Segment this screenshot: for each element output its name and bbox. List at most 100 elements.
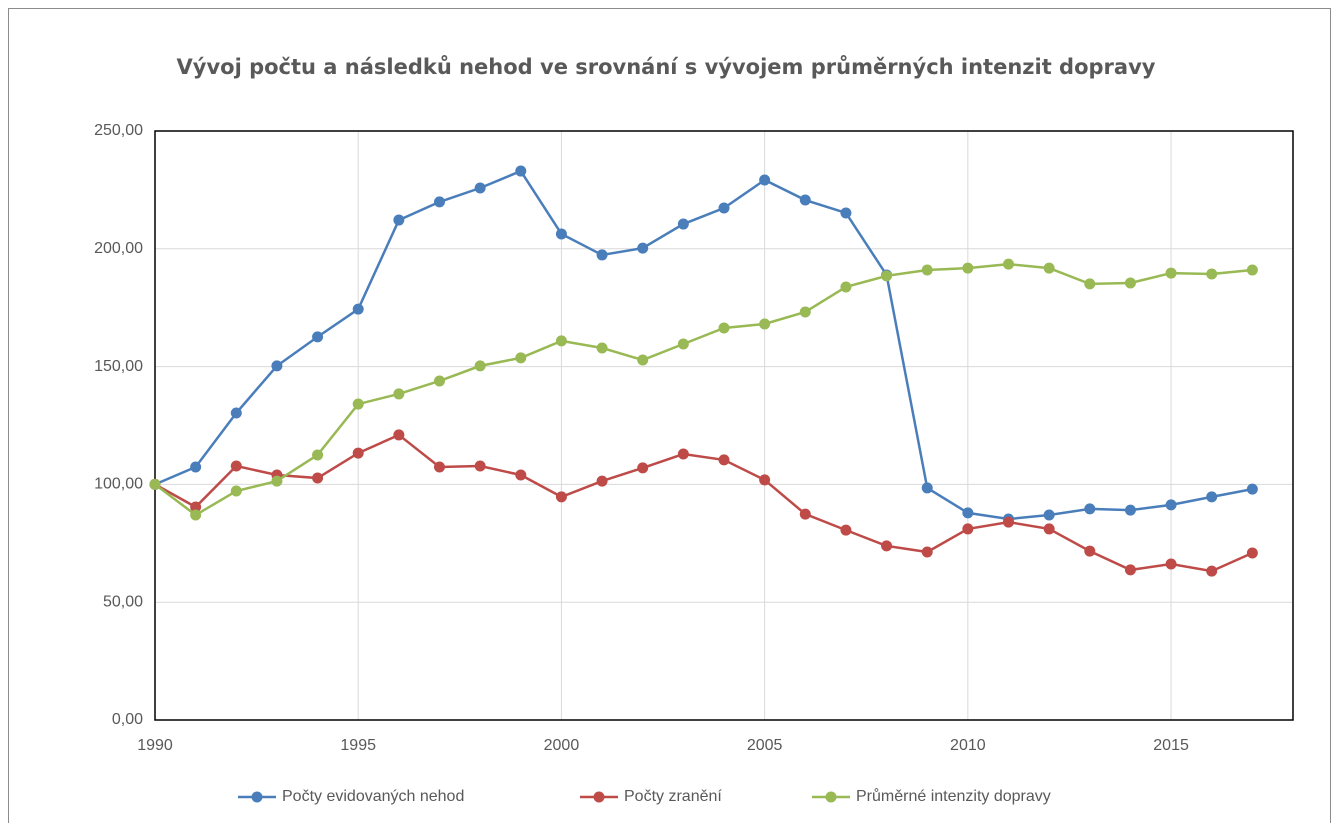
legend-marker [593, 791, 605, 803]
data-point [718, 454, 730, 466]
data-point [393, 388, 405, 400]
data-point [515, 352, 527, 364]
data-point [190, 509, 202, 521]
data-point [799, 306, 811, 318]
series-line [154, 169, 1253, 521]
data-point [230, 460, 242, 472]
data-point [962, 523, 974, 535]
data-point [230, 485, 242, 497]
data-point [1003, 516, 1014, 528]
data-point [799, 194, 811, 206]
data-point [1206, 268, 1218, 280]
data-point [759, 174, 771, 186]
legend-marker [825, 791, 837, 803]
x-tick-label: 2010 [950, 737, 986, 754]
x-tick-label: 1995 [340, 737, 376, 754]
data-point [962, 507, 974, 519]
legend-label: Počty zranění [624, 788, 722, 805]
data-point [1246, 264, 1258, 276]
data-point [596, 342, 608, 354]
data-point [1084, 545, 1096, 557]
chart-title: Vývoj počtu a následků nehod ve srovnání… [177, 55, 1156, 79]
data-point [474, 182, 486, 194]
data-point [1165, 267, 1177, 279]
data-point [1043, 509, 1055, 521]
plot-border [154, 130, 1294, 721]
y-tick-label: 200,00 [94, 240, 143, 257]
data-point [921, 264, 933, 276]
legend-marker [251, 791, 263, 803]
y-tick-label: 150,00 [94, 358, 143, 375]
data-point [881, 540, 893, 552]
data-point [1165, 558, 1177, 570]
data-point [312, 472, 324, 484]
data-point [677, 218, 689, 230]
legend-label: Počty evidovaných nehod [282, 788, 464, 805]
data-point [352, 398, 364, 410]
x-tick-label: 2005 [747, 737, 783, 754]
y-tick-label: 250,00 [94, 122, 143, 139]
data-point [555, 491, 567, 503]
data-point [1124, 277, 1136, 289]
data-point [555, 228, 567, 240]
x-tick-label: 1990 [137, 737, 173, 754]
data-point [1043, 262, 1055, 274]
data-point [393, 214, 405, 226]
data-point [312, 449, 324, 461]
data-point [799, 508, 811, 520]
data-point [434, 461, 445, 473]
chart-border [8, 8, 1331, 823]
data-point [1003, 258, 1014, 270]
y-tick-label: 0,00 [112, 711, 143, 728]
data-point [474, 360, 486, 372]
data-point [434, 375, 445, 387]
data-point [1206, 565, 1218, 577]
data-point [230, 407, 242, 419]
data-point [637, 354, 649, 366]
series-line [154, 262, 1253, 517]
y-tick-label: 100,00 [94, 476, 143, 493]
data-point [596, 249, 608, 261]
data-point [271, 360, 283, 372]
data-point [271, 475, 283, 487]
data-point [1084, 278, 1096, 290]
data-point [759, 474, 771, 486]
data-point [718, 322, 730, 334]
data-point [515, 165, 527, 177]
data-point [759, 318, 771, 330]
data-point [393, 429, 405, 441]
data-point [1206, 491, 1218, 503]
data-point [312, 331, 324, 343]
data-point [1124, 564, 1136, 576]
data-point [921, 482, 933, 494]
data-point [1246, 547, 1258, 559]
data-point [190, 461, 202, 473]
data-point [352, 303, 364, 315]
data-point [1124, 504, 1136, 516]
series-line [154, 433, 1253, 573]
data-point [840, 207, 852, 219]
data-point [840, 281, 852, 293]
data-point [434, 196, 445, 208]
data-point [962, 262, 974, 274]
data-point [1165, 499, 1177, 511]
data-point [596, 475, 608, 487]
data-point [555, 335, 567, 347]
data-point [149, 478, 161, 490]
data-point [677, 338, 689, 350]
data-point [677, 448, 689, 460]
data-point [474, 460, 486, 472]
y-tick-label: 50,00 [103, 593, 143, 610]
data-point [1084, 503, 1096, 515]
data-point [840, 524, 852, 536]
data-point [1246, 483, 1258, 495]
data-point [881, 270, 893, 282]
x-tick-label: 2015 [1153, 737, 1189, 754]
data-point [1043, 523, 1055, 535]
x-tick-label: 2000 [544, 737, 580, 754]
data-point [921, 546, 933, 558]
legend-label: Průměrné intenzity dopravy [856, 787, 1051, 805]
data-point [637, 242, 649, 254]
data-point [352, 447, 364, 459]
